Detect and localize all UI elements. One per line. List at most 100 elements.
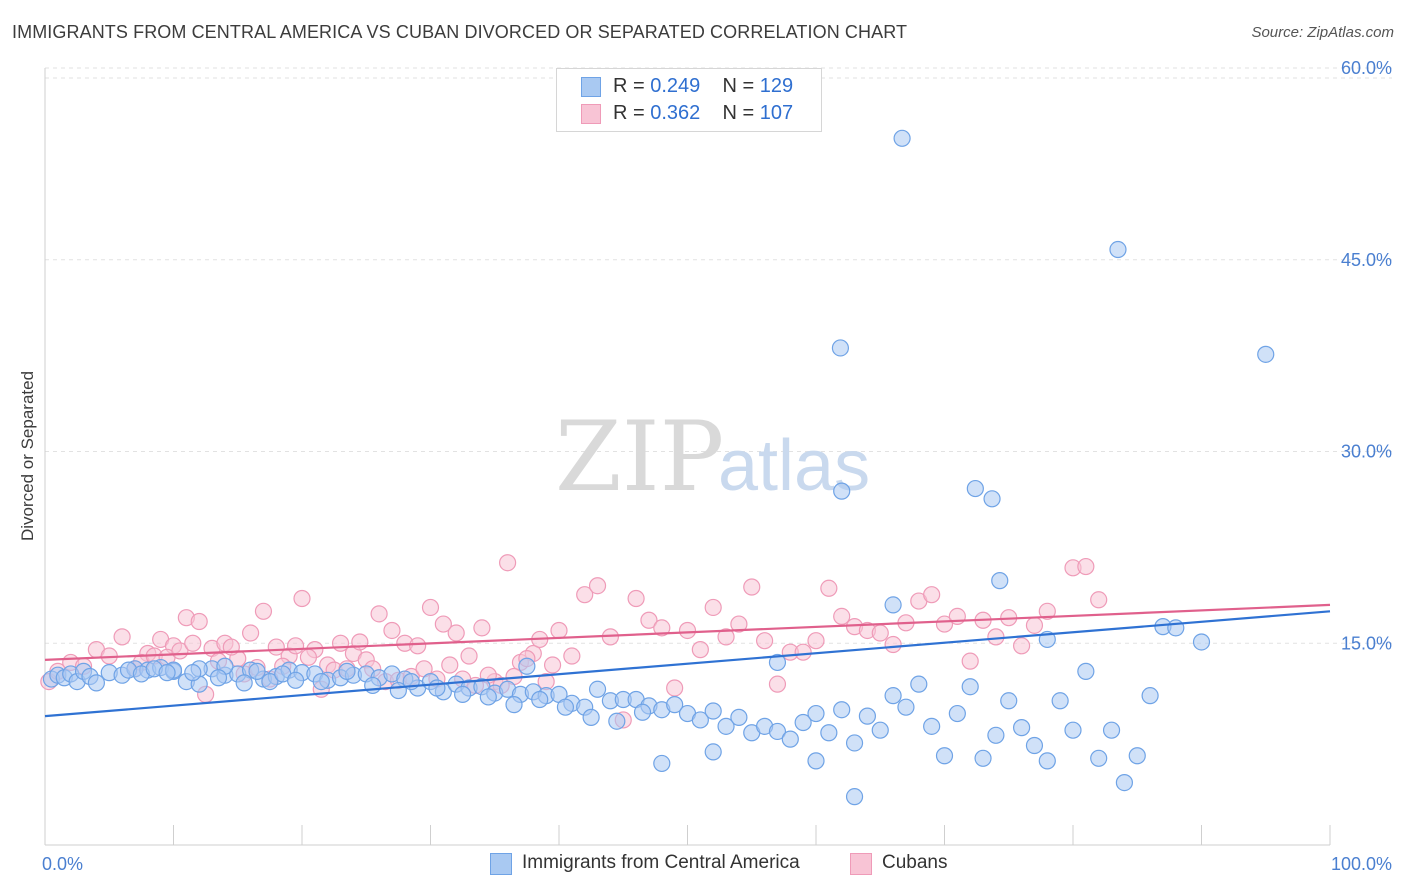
data-point	[1257, 345, 1275, 363]
data-point	[884, 596, 902, 614]
data-point	[730, 708, 748, 726]
blue-swatch-icon	[490, 853, 512, 875]
data-point	[1077, 662, 1095, 680]
data-point	[717, 717, 735, 735]
data-point	[831, 339, 850, 357]
chart-title: IMMIGRANTS FROM CENTRAL AMERICA VS CUBAN…	[12, 22, 908, 42]
data-point	[768, 722, 787, 741]
r-label: R =	[613, 102, 651, 124]
data-point	[743, 578, 761, 596]
y-tick-label: 30.0%	[1341, 442, 1392, 462]
data-point	[1141, 687, 1159, 705]
data-point	[845, 788, 864, 806]
data-point	[364, 676, 382, 695]
stats-text-blue: R = 0.249 N = 129	[613, 75, 793, 98]
data-point	[479, 688, 497, 706]
data-point	[550, 621, 568, 640]
data-point	[768, 653, 787, 672]
data-point	[293, 589, 311, 608]
data-point	[704, 702, 722, 720]
trend-line	[44, 610, 1331, 718]
data-point	[884, 687, 902, 705]
data-point	[543, 656, 562, 674]
data-point	[1090, 749, 1108, 767]
n-label: N =	[722, 102, 760, 124]
legend-label: Immigrants from Central America	[522, 852, 800, 873]
n-value: 129	[759, 75, 794, 97]
data-point	[460, 647, 478, 665]
y-tick-label: 60.0%	[1341, 58, 1392, 78]
data-point	[286, 671, 305, 689]
data-point	[421, 598, 440, 617]
data-point	[1128, 747, 1146, 765]
data-point	[833, 482, 851, 500]
data-point	[1012, 719, 1031, 737]
trend-line	[44, 603, 1331, 661]
data-point	[441, 656, 459, 674]
data-point	[961, 652, 979, 670]
data-point	[633, 703, 652, 721]
data-point	[473, 619, 491, 637]
data-point	[338, 662, 356, 680]
data-point	[190, 612, 208, 631]
data-point	[588, 577, 607, 595]
data-point	[833, 607, 851, 626]
data-point	[434, 615, 452, 633]
x-tick-label: 100.0%	[1331, 854, 1392, 874]
data-point	[286, 637, 305, 655]
data-point	[312, 672, 330, 691]
pink-swatch-icon	[581, 104, 601, 124]
n-label: N =	[722, 75, 760, 97]
data-point	[1038, 752, 1056, 770]
data-point	[370, 605, 388, 623]
data-point	[576, 586, 594, 604]
data-point	[242, 624, 260, 642]
data-point	[608, 712, 626, 730]
data-point	[1025, 616, 1044, 634]
stats-legend: R = 0.249 N = 129 R = 0.362 N = 107	[556, 68, 822, 132]
data-point	[1090, 591, 1108, 609]
data-point	[428, 679, 446, 697]
data-point	[209, 669, 228, 687]
trend-lines	[44, 603, 1331, 718]
y-tick-labels: 15.0% 30.0% 45.0% 60.0%	[1341, 58, 1392, 653]
chart-source: Source: ZipAtlas.com	[1251, 24, 1394, 41]
data-point	[184, 664, 202, 682]
watermark: ZIP atlas	[555, 401, 870, 513]
data-point	[691, 711, 709, 729]
data-point	[87, 674, 106, 692]
data-point	[678, 621, 697, 640]
data-point	[1012, 637, 1031, 655]
data-point	[858, 707, 877, 725]
data-point	[820, 724, 838, 742]
data-point	[935, 747, 954, 765]
n-value: 107	[759, 102, 794, 124]
r-value: 0.362	[650, 102, 701, 124]
data-point	[845, 734, 864, 752]
data-point	[640, 611, 658, 629]
data-point	[983, 490, 1001, 508]
data-point	[299, 648, 318, 666]
data-point	[1109, 240, 1127, 259]
data-point	[531, 690, 549, 709]
data-point	[691, 641, 709, 659]
data-point	[807, 752, 825, 770]
data-point	[935, 615, 954, 633]
data-point	[768, 675, 787, 693]
data-point	[666, 696, 684, 714]
data-point	[499, 554, 517, 572]
data-point	[1038, 602, 1056, 620]
y-tick-label: 45.0%	[1341, 250, 1392, 270]
data-point	[588, 680, 607, 698]
data-point	[987, 628, 1005, 646]
data-point	[871, 721, 889, 739]
data-point	[254, 602, 273, 620]
r-label: R =	[613, 75, 651, 97]
data-point	[261, 672, 279, 691]
x-tick-labels: 0.0% 100.0%	[42, 854, 1392, 874]
data-point	[704, 743, 722, 761]
grid-lines	[45, 67, 1392, 644]
data-point	[794, 643, 812, 661]
data-point	[1025, 736, 1044, 755]
